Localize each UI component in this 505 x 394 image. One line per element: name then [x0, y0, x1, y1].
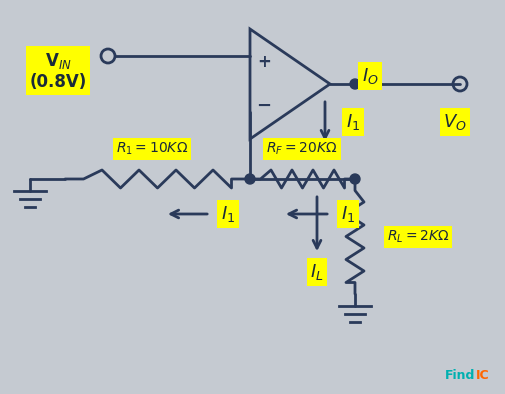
Circle shape: [245, 174, 255, 184]
Text: $I_O$: $I_O$: [362, 66, 378, 86]
Text: +: +: [257, 53, 271, 71]
Text: Find: Find: [445, 369, 475, 382]
Text: $R_1=10K\Omega$: $R_1=10K\Omega$: [116, 141, 188, 157]
Text: $I_1$: $I_1$: [341, 204, 355, 224]
Text: $V_O$: $V_O$: [443, 112, 467, 132]
Text: IC: IC: [476, 369, 490, 382]
Text: $R_F=20K\Omega$: $R_F=20K\Omega$: [266, 141, 338, 157]
Text: $I_L$: $I_L$: [310, 262, 324, 282]
Text: $R_L = 2K\Omega$: $R_L = 2K\Omega$: [387, 229, 449, 245]
Circle shape: [350, 174, 360, 184]
Text: V$_{IN}$
(0.8V): V$_{IN}$ (0.8V): [29, 50, 87, 91]
Text: $I_1$: $I_1$: [346, 112, 360, 132]
Circle shape: [350, 79, 360, 89]
Text: −: −: [257, 97, 272, 115]
Text: $I_1$: $I_1$: [221, 204, 235, 224]
